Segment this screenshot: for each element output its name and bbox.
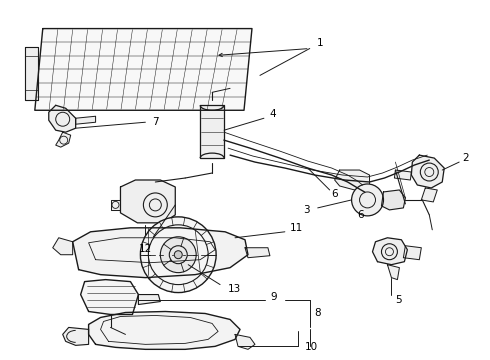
Text: 6: 6 [358, 210, 364, 220]
Circle shape [160, 237, 196, 273]
Polygon shape [49, 105, 75, 132]
Polygon shape [35, 28, 252, 110]
Text: 11: 11 [290, 223, 303, 233]
Text: 4: 4 [270, 109, 276, 119]
Text: 12: 12 [139, 244, 152, 254]
Circle shape [352, 184, 384, 216]
Text: 1: 1 [317, 37, 323, 48]
Polygon shape [382, 190, 405, 210]
Polygon shape [53, 238, 73, 255]
Text: 5: 5 [395, 294, 402, 305]
Polygon shape [56, 132, 71, 147]
Polygon shape [235, 334, 255, 349]
Polygon shape [421, 188, 437, 202]
Polygon shape [81, 280, 138, 315]
Polygon shape [412, 155, 444, 188]
Text: 7: 7 [152, 117, 159, 127]
Text: 13: 13 [228, 284, 241, 293]
Text: 3: 3 [303, 205, 310, 215]
Text: 10: 10 [305, 342, 318, 352]
Text: 2: 2 [462, 153, 469, 163]
Polygon shape [121, 180, 175, 223]
Circle shape [174, 251, 182, 259]
Circle shape [141, 217, 216, 293]
Polygon shape [75, 116, 96, 124]
Polygon shape [388, 265, 399, 280]
Polygon shape [335, 170, 369, 190]
Polygon shape [89, 311, 240, 349]
Polygon shape [394, 170, 412, 180]
Polygon shape [111, 200, 121, 210]
Polygon shape [403, 246, 421, 260]
Polygon shape [200, 105, 224, 158]
Text: 6: 6 [332, 189, 338, 199]
Text: 9: 9 [270, 292, 276, 302]
Polygon shape [63, 328, 89, 345]
Text: 8: 8 [315, 309, 321, 319]
Polygon shape [138, 294, 160, 305]
Polygon shape [25, 46, 38, 100]
Polygon shape [73, 228, 248, 278]
Polygon shape [245, 248, 270, 258]
Polygon shape [372, 238, 407, 265]
